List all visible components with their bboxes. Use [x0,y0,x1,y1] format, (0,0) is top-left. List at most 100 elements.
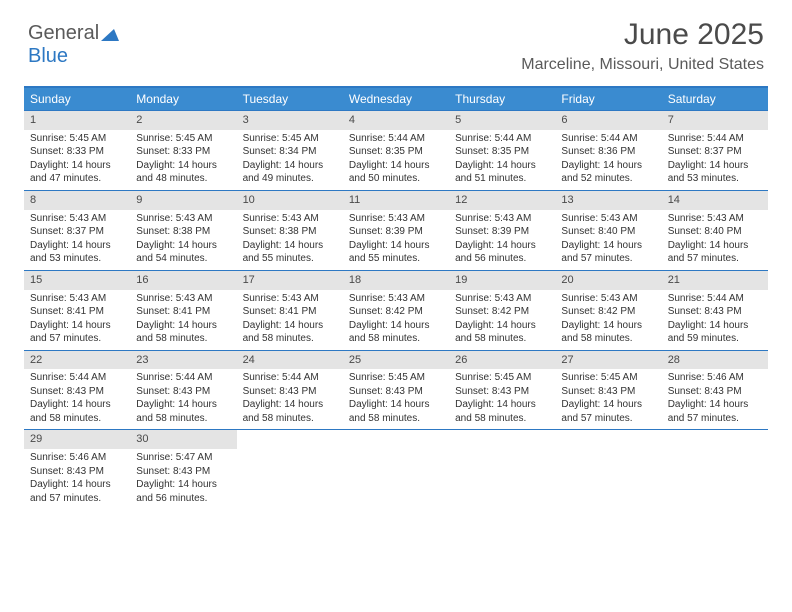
day-number: 3 [237,111,343,130]
sunrise-line: Sunrise: 5:43 AM [561,212,655,226]
daylight-line: Daylight: 14 hours and 52 minutes. [561,159,655,186]
sunrise-line: Sunrise: 5:43 AM [455,212,549,226]
day-number: 16 [130,271,236,290]
calendar-cell-empty [662,430,768,509]
calendar-cell-empty [237,430,343,509]
sunset-line: Sunset: 8:40 PM [561,225,655,239]
sunset-line: Sunset: 8:36 PM [561,145,655,159]
day-number: 12 [449,191,555,210]
calendar-cell: 19Sunrise: 5:43 AMSunset: 8:42 PMDayligh… [449,271,555,350]
day-number: 14 [662,191,768,210]
sunset-line: Sunset: 8:33 PM [30,145,124,159]
sunrise-line: Sunrise: 5:45 AM [455,371,549,385]
calendar-cell: 14Sunrise: 5:43 AMSunset: 8:40 PMDayligh… [662,191,768,270]
sunset-line: Sunset: 8:41 PM [243,305,337,319]
sunrise-line: Sunrise: 5:44 AM [136,371,230,385]
calendar-cell: 6Sunrise: 5:44 AMSunset: 8:36 PMDaylight… [555,111,661,190]
logo-word2: Blue [28,45,68,67]
calendar-cell: 5Sunrise: 5:44 AMSunset: 8:35 PMDaylight… [449,111,555,190]
day-body: Sunrise: 5:45 AMSunset: 8:43 PMDaylight:… [449,369,555,429]
daylight-line: Daylight: 14 hours and 53 minutes. [668,159,762,186]
sunrise-line: Sunrise: 5:43 AM [561,292,655,306]
daylight-line: Daylight: 14 hours and 50 minutes. [349,159,443,186]
day-number: 11 [343,191,449,210]
calendar-cell: 1Sunrise: 5:45 AMSunset: 8:33 PMDaylight… [24,111,130,190]
dayname-row: SundayMondayTuesdayWednesdayThursdayFrid… [24,88,768,110]
dayname-wednesday: Wednesday [343,88,449,110]
dayname-friday: Friday [555,88,661,110]
calendar-cell: 28Sunrise: 5:46 AMSunset: 8:43 PMDayligh… [662,351,768,430]
day-body: Sunrise: 5:44 AMSunset: 8:36 PMDaylight:… [555,130,661,190]
dayname-tuesday: Tuesday [237,88,343,110]
sunrise-line: Sunrise: 5:43 AM [668,212,762,226]
day-body: Sunrise: 5:43 AMSunset: 8:39 PMDaylight:… [449,210,555,270]
sunrise-line: Sunrise: 5:44 AM [668,292,762,306]
day-body: Sunrise: 5:43 AMSunset: 8:42 PMDaylight:… [343,290,449,350]
day-number: 5 [449,111,555,130]
sunrise-line: Sunrise: 5:43 AM [349,292,443,306]
daylight-line: Daylight: 14 hours and 48 minutes. [136,159,230,186]
sunset-line: Sunset: 8:43 PM [668,305,762,319]
day-body: Sunrise: 5:44 AMSunset: 8:35 PMDaylight:… [449,130,555,190]
daylight-line: Daylight: 14 hours and 58 minutes. [136,398,230,425]
sunrise-line: Sunrise: 5:45 AM [561,371,655,385]
day-body: Sunrise: 5:44 AMSunset: 8:43 PMDaylight:… [24,369,130,429]
sunset-line: Sunset: 8:42 PM [561,305,655,319]
sunrise-line: Sunrise: 5:43 AM [455,292,549,306]
daylight-line: Daylight: 14 hours and 49 minutes. [243,159,337,186]
calendar-cell-empty [555,430,661,509]
day-number: 6 [555,111,661,130]
day-number: 13 [555,191,661,210]
sunset-line: Sunset: 8:37 PM [668,145,762,159]
calendar-cell: 23Sunrise: 5:44 AMSunset: 8:43 PMDayligh… [130,351,236,430]
sunrise-line: Sunrise: 5:43 AM [243,292,337,306]
logo: General Blue [28,22,119,68]
calendar-cell: 12Sunrise: 5:43 AMSunset: 8:39 PMDayligh… [449,191,555,270]
day-number: 8 [24,191,130,210]
calendar-cell: 11Sunrise: 5:43 AMSunset: 8:39 PMDayligh… [343,191,449,270]
day-body: Sunrise: 5:43 AMSunset: 8:41 PMDaylight:… [24,290,130,350]
sunset-line: Sunset: 8:43 PM [561,385,655,399]
day-body: Sunrise: 5:43 AMSunset: 8:41 PMDaylight:… [237,290,343,350]
day-body: Sunrise: 5:43 AMSunset: 8:38 PMDaylight:… [130,210,236,270]
day-body: Sunrise: 5:44 AMSunset: 8:43 PMDaylight:… [130,369,236,429]
calendar-cell: 22Sunrise: 5:44 AMSunset: 8:43 PMDayligh… [24,351,130,430]
sunset-line: Sunset: 8:43 PM [30,465,124,479]
day-body: Sunrise: 5:43 AMSunset: 8:37 PMDaylight:… [24,210,130,270]
daylight-line: Daylight: 14 hours and 51 minutes. [455,159,549,186]
day-number: 10 [237,191,343,210]
calendar-cell: 21 Sunrise: 5:44 AMSunset: 8:43 PMDayligh… [662,271,768,350]
calendar-cell: 3Sunrise: 5:45 AMSunset: 8:34 PMDaylight… [237,111,343,190]
day-number: 20 [555,271,661,290]
week-row: 29Sunrise: 5:46 AMSunset: 8:43 PMDayligh… [24,429,768,509]
calendar-cell: 18Sunrise: 5:43 AMSunset: 8:42 PMDayligh… [343,271,449,350]
daylight-line: Daylight: 14 hours and 58 minutes. [243,319,337,346]
week-row: 22Sunrise: 5:44 AMSunset: 8:43 PMDayligh… [24,350,768,430]
calendar-cell: 10Sunrise: 5:43 AMSunset: 8:38 PMDayligh… [237,191,343,270]
day-body: Sunrise: 5:45 AMSunset: 8:43 PMDaylight:… [343,369,449,429]
sunset-line: Sunset: 8:33 PM [136,145,230,159]
daylight-line: Daylight: 14 hours and 59 minutes. [668,319,762,346]
sunrise-line: Sunrise: 5:45 AM [136,132,230,146]
logo-word1: General [28,22,99,44]
day-number: 21 [662,271,768,290]
calendar-cell: 7Sunrise: 5:44 AMSunset: 8:37 PMDaylight… [662,111,768,190]
sunset-line: Sunset: 8:43 PM [349,385,443,399]
daylight-line: Daylight: 14 hours and 54 minutes. [136,239,230,266]
sunrise-line: Sunrise: 5:45 AM [243,132,337,146]
sunrise-line: Sunrise: 5:45 AM [349,371,443,385]
daylight-line: Daylight: 14 hours and 57 minutes. [668,239,762,266]
calendar: SundayMondayTuesdayWednesdayThursdayFrid… [24,86,768,509]
day-number: 2 [130,111,236,130]
sunrise-line: Sunrise: 5:44 AM [455,132,549,146]
day-body: Sunrise: 5:45 AMSunset: 8:34 PMDaylight:… [237,130,343,190]
day-body: Sunrise: 5:44 AMSunset: 8:35 PMDaylight:… [343,130,449,190]
sunrise-line: Sunrise: 5:43 AM [30,292,124,306]
calendar-cell: 17Sunrise: 5:43 AMSunset: 8:41 PMDayligh… [237,271,343,350]
daylight-line: Daylight: 14 hours and 57 minutes. [30,478,124,505]
sunset-line: Sunset: 8:43 PM [136,465,230,479]
sunset-line: Sunset: 8:43 PM [243,385,337,399]
daylight-line: Daylight: 14 hours and 55 minutes. [243,239,337,266]
sunset-line: Sunset: 8:42 PM [455,305,549,319]
day-body: Sunrise: 5:43 AMSunset: 8:38 PMDaylight:… [237,210,343,270]
